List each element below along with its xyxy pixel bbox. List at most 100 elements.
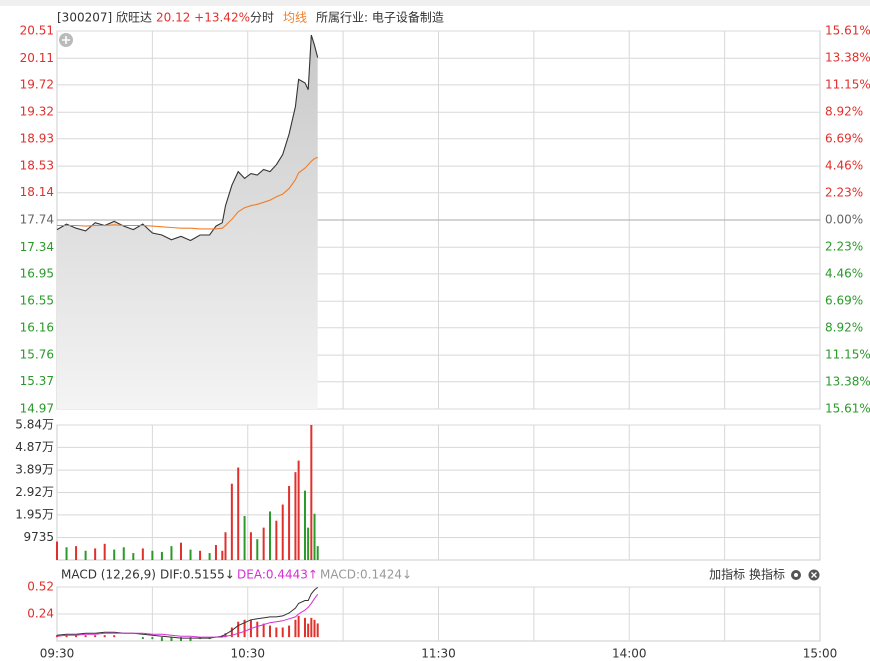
macd-bar bbox=[275, 627, 278, 638]
macd-title: MACD (12,26,9) bbox=[61, 568, 156, 582]
macd-bar bbox=[269, 625, 272, 638]
volume-bar bbox=[208, 553, 211, 560]
price-area bbox=[57, 35, 318, 409]
dea-line bbox=[56, 594, 319, 638]
price-line bbox=[56, 34, 319, 242]
macd-bar bbox=[103, 635, 106, 638]
volume-bar bbox=[214, 544, 217, 560]
volume-bar bbox=[179, 542, 182, 560]
y-tick-label: 9735 bbox=[23, 530, 54, 544]
industry: 所属行业: 电子设备制造 bbox=[316, 11, 444, 25]
top-strip bbox=[0, 0, 870, 6]
y-tick-label: 19.72 bbox=[20, 77, 54, 91]
volume-bar bbox=[269, 511, 272, 560]
volume-bar bbox=[151, 550, 154, 560]
macd-bar bbox=[256, 621, 259, 638]
y2-tick-label: 13.38% bbox=[825, 51, 870, 65]
quote: 20.12 +13.42% bbox=[156, 11, 250, 25]
volume-bar bbox=[103, 543, 106, 560]
volume-bar bbox=[316, 546, 319, 560]
macd-bar bbox=[189, 637, 192, 641]
macd-bar bbox=[141, 637, 144, 640]
macd-dea: DEA:0.4443↑ bbox=[237, 568, 318, 582]
y-tick-label: 20.11 bbox=[20, 51, 54, 65]
volume-bar bbox=[262, 527, 265, 560]
y2-tick-label: 13.38% bbox=[825, 375, 870, 389]
volume-bar bbox=[310, 425, 313, 560]
y-tick-label: 15.37 bbox=[20, 374, 54, 388]
macd-bar bbox=[160, 637, 163, 641]
dif-line bbox=[56, 587, 319, 639]
settings-hole bbox=[794, 573, 798, 577]
volume-bar bbox=[281, 504, 284, 560]
macd-bar bbox=[230, 627, 233, 638]
y2-tick-label: 8.92% bbox=[825, 321, 863, 335]
volume-bar bbox=[221, 550, 224, 560]
x-tick-label: 15:00 bbox=[803, 647, 838, 661]
macd-bar bbox=[75, 635, 78, 638]
y-tick-label: 0.52 bbox=[27, 580, 54, 594]
y2-tick-label: 4.46% bbox=[825, 267, 863, 281]
volume-bar bbox=[303, 490, 306, 560]
y-tick-label: 18.93 bbox=[20, 131, 54, 145]
macd-bar bbox=[310, 617, 313, 638]
macd-bar bbox=[307, 623, 310, 638]
y-tick-label: 16.55 bbox=[20, 294, 54, 308]
y-tick-label: 1.95万 bbox=[15, 507, 54, 521]
y-tick-label: 18.14 bbox=[20, 185, 54, 199]
volume-bar bbox=[189, 549, 192, 560]
y-tick-label: 15.76 bbox=[20, 348, 54, 362]
macd-bar bbox=[297, 615, 300, 638]
x-tick-label: 11:30 bbox=[421, 647, 456, 661]
volume-bar bbox=[56, 541, 58, 560]
y2-tick-label: 15.61% bbox=[825, 402, 870, 416]
volume-bar bbox=[160, 551, 163, 560]
volume-bar bbox=[199, 550, 202, 560]
y-tick-label: 17.34 bbox=[20, 240, 54, 254]
volume-bar bbox=[170, 546, 173, 560]
volume-bar bbox=[132, 553, 135, 560]
volume-bar bbox=[230, 483, 233, 560]
macd-bar bbox=[262, 623, 265, 638]
macd-bar bbox=[281, 627, 284, 638]
volume-bar bbox=[84, 550, 87, 560]
macd-bar bbox=[113, 635, 116, 638]
y2-tick-label: 8.92% bbox=[825, 105, 863, 119]
macd-dif: DIF:0.5155↓ bbox=[160, 568, 235, 582]
macd-bar bbox=[316, 623, 319, 638]
y-tick-label: 14.97 bbox=[20, 402, 54, 416]
macd-bar bbox=[224, 633, 227, 638]
volume-bar bbox=[307, 527, 310, 560]
y-tick-label: 5.84万 bbox=[15, 418, 54, 432]
y-tick-label: 2.92万 bbox=[15, 485, 54, 499]
volume-bar bbox=[256, 539, 259, 560]
volume-bar bbox=[113, 549, 116, 560]
indicator-tools[interactable]: 加指标 换指标 bbox=[709, 567, 785, 582]
macd-bar bbox=[65, 635, 68, 638]
y-tick-label: 18.53 bbox=[20, 159, 54, 173]
avg-line bbox=[57, 156, 318, 230]
y-tick-label: 16.95 bbox=[20, 266, 54, 280]
x-tick-label: 10:30 bbox=[230, 647, 265, 661]
volume-bar bbox=[122, 547, 125, 560]
volume-bar bbox=[249, 532, 252, 560]
macd-bar bbox=[294, 619, 297, 638]
y-tick-label: 3.89万 bbox=[15, 463, 54, 477]
macd-macd: MACD:0.1424↓ bbox=[320, 568, 412, 582]
volume-bar bbox=[288, 486, 291, 560]
y-tick-label: 17.74 bbox=[20, 213, 54, 227]
y2-tick-label: 0.00% bbox=[825, 213, 863, 227]
macd-bar bbox=[179, 637, 182, 641]
volume-bar bbox=[237, 467, 240, 560]
macd-bar bbox=[151, 637, 154, 640]
volume-bar bbox=[94, 548, 97, 560]
x-tick-label: 09:30 bbox=[40, 647, 75, 661]
volume-bar bbox=[75, 546, 78, 560]
legend-avg: 均线 bbox=[283, 11, 307, 25]
y-tick-label: 20.51 bbox=[20, 24, 54, 38]
macd-bar bbox=[94, 635, 97, 638]
volume-bar bbox=[243, 516, 246, 560]
stock-name: [300207] 欣旺达 bbox=[57, 11, 152, 25]
macd-bar bbox=[170, 637, 173, 641]
